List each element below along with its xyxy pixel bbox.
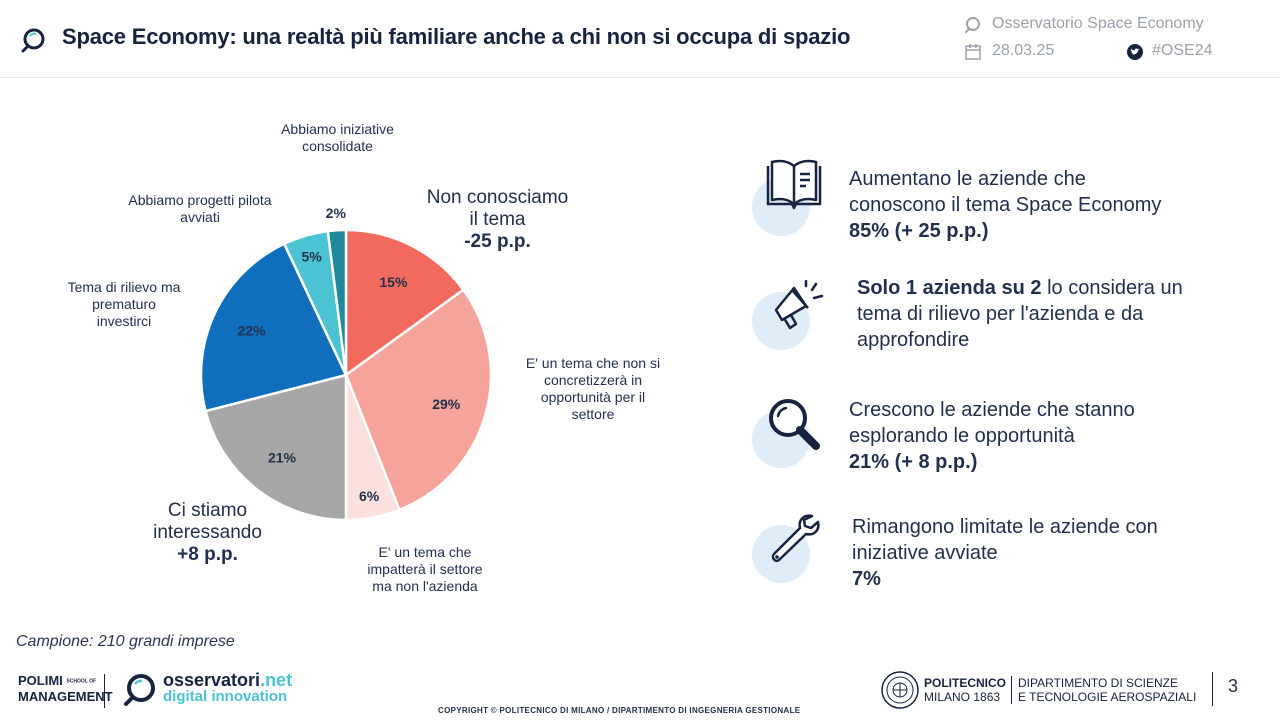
megaphone-icon xyxy=(774,280,824,330)
slice-value-label: 29% xyxy=(432,396,461,412)
footer-divider xyxy=(104,674,105,708)
calendar-icon xyxy=(965,44,981,60)
pie-slice xyxy=(326,228,348,376)
osservatori-wordmark: osservatori.net digital innovation xyxy=(163,670,293,705)
osservatori-logo-icon xyxy=(21,28,45,53)
pie-slice xyxy=(344,228,466,378)
pie-slice xyxy=(204,373,348,522)
polimi-logo: POLIMI SCHOOL OF MANAGEMENT xyxy=(18,673,113,704)
wrench-icon xyxy=(771,514,820,562)
label-progetti-pilota: Abbiamo progetti pilota avviati xyxy=(128,192,272,225)
slice-value-label: 21% xyxy=(268,449,297,465)
slice-value-label: 5% xyxy=(301,249,322,265)
label-impattera: E' un tema che impatterà il settore ma n… xyxy=(367,544,483,594)
pie-chart: 15% 29% 6% 21% 22% 5% 2% xyxy=(199,205,493,522)
page-title: Space Economy: una realtà più familiare … xyxy=(62,24,851,49)
pie-slice xyxy=(344,288,493,512)
source-label: Osservatorio Space Economy xyxy=(992,15,1204,32)
footer-divider-2 xyxy=(1011,676,1012,704)
pie-slice xyxy=(199,242,348,413)
slice-value-label: 15% xyxy=(379,274,408,290)
finding-rilievo: Solo 1 azienda su 2 lo considera un tema… xyxy=(857,277,1183,351)
finding-esplorando: Crescono le aziende che stanno esplorand… xyxy=(849,399,1135,473)
slice-value-label: 22% xyxy=(238,323,267,339)
osservatorio-icon xyxy=(965,17,980,33)
politecnico-seal-icon xyxy=(881,671,919,709)
finding-conoscono: Aumentano le aziende che conoscono il te… xyxy=(849,168,1162,242)
page-number: 3 xyxy=(1228,676,1239,696)
slice-value-label: 6% xyxy=(359,488,380,504)
label-iniziative-consolidate: Abbiamo iniziative consolidate xyxy=(281,121,394,154)
label-tema-rilievo: Tema di rilievo ma prematuro investirci xyxy=(67,279,181,329)
label-non-concretizzera: E' un tema che non si concretizzerà in o… xyxy=(525,355,661,422)
label-interessando: Ci stiamo interessando +8 p.p. xyxy=(153,500,262,565)
finding-iniziative: Rimangono limitate le aziende con inizia… xyxy=(852,516,1158,590)
twitter-icon xyxy=(1127,44,1143,60)
dipartimento-label: DIPARTIMENTO DI SCIENZE E TECNOLOGIE AER… xyxy=(1018,676,1197,704)
header-divider xyxy=(0,77,1280,78)
sample-note: Campione: 210 grandi imprese xyxy=(16,633,235,650)
copyright: COPYRIGHT © POLITECNICO DI MILANO / DIPA… xyxy=(438,706,801,715)
politecnico-wordmark: POLITECNICO MILANO 1863 xyxy=(924,676,1007,704)
date-label: 28.03.25 xyxy=(992,42,1055,59)
label-non-conosciamo: Non conosciamo il tema -25 p.p. xyxy=(426,187,569,252)
osservatori-footer-logo-icon xyxy=(124,674,155,706)
slice-value-label: 2% xyxy=(326,205,347,221)
magnifier-icon xyxy=(769,399,820,450)
hashtag-label: #OSE24 xyxy=(1152,42,1213,59)
book-icon xyxy=(766,159,822,210)
footer-divider-3 xyxy=(1212,672,1213,706)
